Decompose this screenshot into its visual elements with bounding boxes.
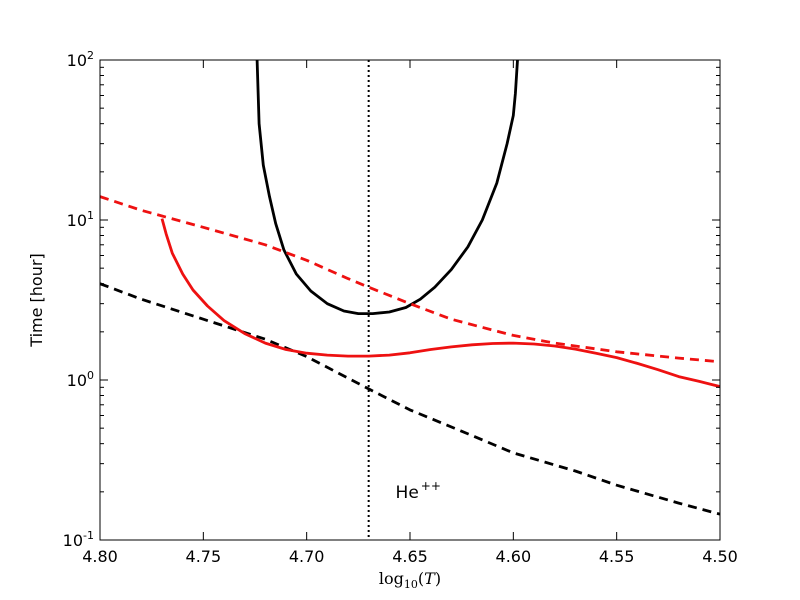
x-tick-label: 4.70 [289, 547, 325, 566]
x-axis-label-base: log [379, 569, 404, 588]
annotation-text: He [396, 483, 419, 503]
x-axis-label-sub: 10 [404, 578, 418, 591]
x-tick-label: 4.55 [599, 547, 635, 566]
x-axis-label-var: T [424, 569, 436, 588]
x-tick-label: 4.50 [702, 547, 738, 566]
series-line-black-solid [255, 60, 519, 315]
label-layer: 4.80 4.75 4.70 4.65 4.60 4.55 4.50 10-1 100 101 10… [63, 49, 738, 566]
y-tick-label: 101 [67, 209, 94, 230]
y-tick-label: 102 [67, 49, 94, 70]
series-layer [100, 60, 720, 516]
x-tick-label: 4.75 [186, 547, 222, 566]
y-tick-label: 10-1 [63, 529, 94, 550]
x-tick-label: 4.65 [392, 547, 428, 566]
series-line-red-solid [160, 218, 720, 388]
series-line-black-dashed [100, 282, 720, 516]
annotation-he: He ++ [396, 479, 441, 503]
x-tick-label: 4.60 [496, 547, 532, 566]
y-tick-label: 100 [67, 369, 94, 390]
plot-area [100, 60, 720, 540]
tick-layer [99, 59, 721, 541]
x-tick-label: 4.80 [82, 547, 118, 566]
x-axis-label: log10(T) [379, 569, 441, 591]
annotation-sup: ++ [421, 479, 441, 493]
y-axis-label: Time [hour] [27, 253, 46, 347]
